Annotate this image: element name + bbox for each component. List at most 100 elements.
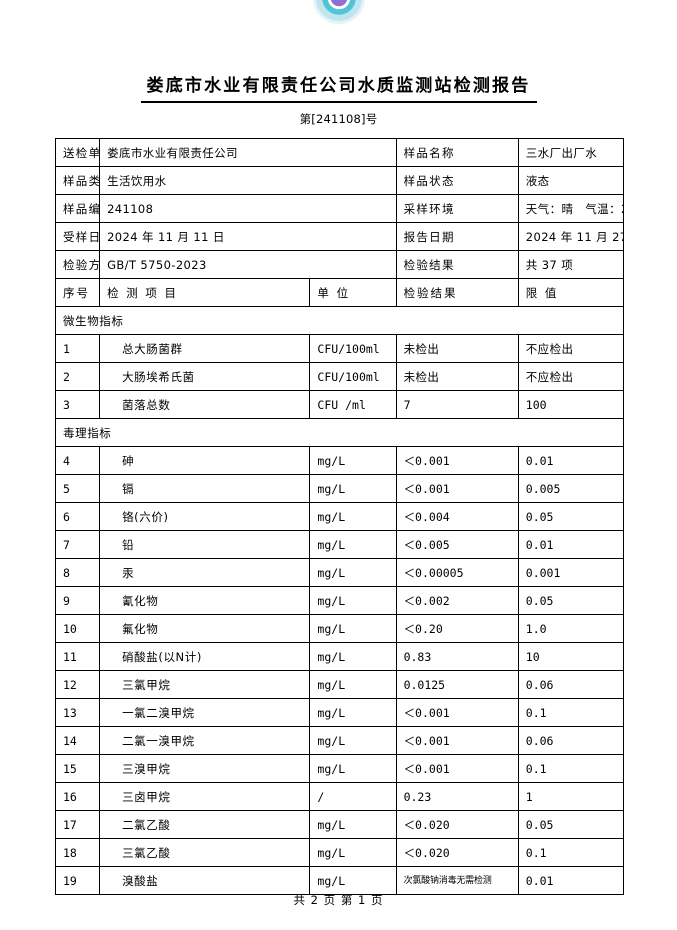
section-header-row: 微生物指标 bbox=[55, 306, 624, 335]
row-item-name: 汞 bbox=[99, 558, 311, 587]
info-value-3: 液态 bbox=[517, 166, 625, 195]
row-limit: 0.1 bbox=[517, 754, 625, 783]
row-limit: 0.06 bbox=[517, 670, 625, 699]
row-unit: mg/L bbox=[309, 838, 397, 867]
info-value-8: GB/T 5750-2023 bbox=[99, 250, 397, 279]
section-header-row: 毒理指标 bbox=[55, 418, 624, 447]
column-header-result: 检验结果 bbox=[395, 278, 519, 307]
row-unit: mg/L bbox=[309, 726, 397, 755]
info-value-1: 三水厂出厂水 bbox=[517, 138, 625, 167]
row-unit: mg/L bbox=[309, 698, 397, 727]
row-unit: CFU /ml bbox=[309, 390, 397, 419]
row-result: ＜0.001 bbox=[395, 698, 519, 727]
row-item-name: 总大肠菌群 bbox=[99, 334, 311, 363]
row-unit: mg/L bbox=[309, 614, 397, 643]
info-value-6: 2024 年 11 月 11 日 bbox=[99, 222, 397, 251]
table-row: 5 镉 mg/L ＜0.001 0.005 bbox=[54, 474, 625, 503]
table-row: 14 二氯一溴甲烷 mg/L ＜0.001 0.06 bbox=[54, 726, 625, 755]
row-index: 8 bbox=[54, 558, 101, 587]
row-unit: mg/L bbox=[309, 642, 397, 671]
row-result: ＜0.002 bbox=[395, 586, 519, 615]
report-number: 第[241108]号 bbox=[299, 112, 378, 126]
info-label-8: 检验方法 bbox=[54, 250, 101, 279]
row-limit: 0.1 bbox=[517, 838, 625, 867]
info-value-9: 共 37 项 bbox=[517, 250, 625, 279]
row-result: ＜0.001 bbox=[395, 474, 519, 503]
info-row: 样品编号241108采样环境天气：晴 气温：22℃ bbox=[54, 194, 625, 223]
column-header-unit: 单 位 bbox=[309, 278, 397, 307]
row-item-name: 菌落总数 bbox=[99, 390, 311, 419]
row-index: 16 bbox=[54, 782, 101, 811]
row-unit: mg/L bbox=[309, 866, 397, 895]
report-sheet: 送检单位娄底市水业有限责任公司样品名称三水厂出厂水样品类型生活饮用水样品状态液态… bbox=[54, 138, 625, 895]
row-index: 2 bbox=[54, 362, 101, 391]
row-item-name: 三氯甲烷 bbox=[99, 670, 311, 699]
title-block: 娄底市水业有限责任公司水质监测站检测报告 第[241108]号 bbox=[0, 74, 677, 127]
row-item-name: 一氯二溴甲烷 bbox=[99, 698, 311, 727]
row-index: 15 bbox=[54, 754, 101, 783]
row-limit: 0.01 bbox=[517, 446, 625, 475]
row-result: ＜0.004 bbox=[395, 502, 519, 531]
row-item-name: 二氯一溴甲烷 bbox=[99, 726, 311, 755]
table-row: 15 三溴甲烷 mg/L ＜0.001 0.1 bbox=[54, 754, 625, 783]
info-label-1: 样品名称 bbox=[395, 138, 519, 167]
table-row: 12 三氯甲烷 mg/L 0.0125 0.06 bbox=[54, 670, 625, 699]
row-result: ＜0.001 bbox=[395, 726, 519, 755]
table-row: 1 总大肠菌群 CFU/100ml 未检出 不应检出 bbox=[54, 334, 625, 363]
table-row: 11 硝酸盐(以N计) mg/L 0.83 10 bbox=[54, 642, 625, 671]
info-label-5: 采样环境 bbox=[395, 194, 519, 223]
column-header-item: 检 测 项 目 bbox=[99, 278, 311, 307]
row-limit: 1 bbox=[517, 782, 625, 811]
row-index: 7 bbox=[54, 530, 101, 559]
row-item-name: 砷 bbox=[99, 446, 311, 475]
table-row: 19 溴酸盐 mg/L 次氯酸钠消毒无需检测 0.01 bbox=[54, 866, 625, 895]
row-index: 13 bbox=[54, 698, 101, 727]
row-index: 10 bbox=[54, 614, 101, 643]
row-index: 5 bbox=[54, 474, 101, 503]
page-footer: 共 2 页 第 1 页 bbox=[0, 892, 677, 908]
info-value-0: 娄底市水业有限责任公司 bbox=[99, 138, 397, 167]
row-index: 17 bbox=[54, 810, 101, 839]
row-result: ＜0.020 bbox=[395, 810, 519, 839]
row-limit: 100 bbox=[517, 390, 625, 419]
info-label-9: 检验结果 bbox=[395, 250, 519, 279]
row-limit: 不应检出 bbox=[517, 362, 625, 391]
row-result: ＜0.20 bbox=[395, 614, 519, 643]
table-row: 3 菌落总数 CFU /ml 7 100 bbox=[54, 390, 625, 419]
info-label-2: 样品类型 bbox=[54, 166, 101, 195]
row-unit: CFU/100ml bbox=[309, 334, 397, 363]
row-result: ＜0.001 bbox=[395, 446, 519, 475]
row-limit: 10 bbox=[517, 642, 625, 671]
row-limit: 0.01 bbox=[517, 866, 625, 895]
column-header-no: 序号 bbox=[54, 278, 101, 307]
row-item-name: 大肠埃希氏菌 bbox=[99, 362, 311, 391]
table-row: 10 氟化物 mg/L ＜0.20 1.0 bbox=[54, 614, 625, 643]
results-column-header: 序号检 测 项 目单 位检验结果限 值 bbox=[54, 278, 625, 307]
table-row: 18 三氯乙酸 mg/L ＜0.020 0.1 bbox=[54, 838, 625, 867]
row-item-name: 三氯乙酸 bbox=[99, 838, 311, 867]
row-index: 11 bbox=[54, 642, 101, 671]
row-unit: / bbox=[309, 782, 397, 811]
row-item-name: 二氯乙酸 bbox=[99, 810, 311, 839]
info-label-4: 样品编号 bbox=[54, 194, 101, 223]
row-result: 7 bbox=[395, 390, 519, 419]
info-label-3: 样品状态 bbox=[395, 166, 519, 195]
row-unit: mg/L bbox=[309, 810, 397, 839]
row-unit: mg/L bbox=[309, 586, 397, 615]
row-unit: mg/L bbox=[309, 670, 397, 699]
info-value-7: 2024 年 11 月 27 日 bbox=[517, 222, 625, 251]
row-index: 6 bbox=[54, 502, 101, 531]
row-item-name: 氰化物 bbox=[99, 586, 311, 615]
row-index: 9 bbox=[54, 586, 101, 615]
row-result: 未检出 bbox=[395, 334, 519, 363]
row-unit: mg/L bbox=[309, 530, 397, 559]
row-index: 12 bbox=[54, 670, 101, 699]
table-row: 6 铬(六价) mg/L ＜0.004 0.05 bbox=[54, 502, 625, 531]
row-item-name: 铬(六价) bbox=[99, 502, 311, 531]
row-limit: 不应检出 bbox=[517, 334, 625, 363]
row-result: 未检出 bbox=[395, 362, 519, 391]
info-row: 样品类型生活饮用水样品状态液态 bbox=[54, 166, 625, 195]
row-index: 18 bbox=[54, 838, 101, 867]
row-unit: CFU/100ml bbox=[309, 362, 397, 391]
